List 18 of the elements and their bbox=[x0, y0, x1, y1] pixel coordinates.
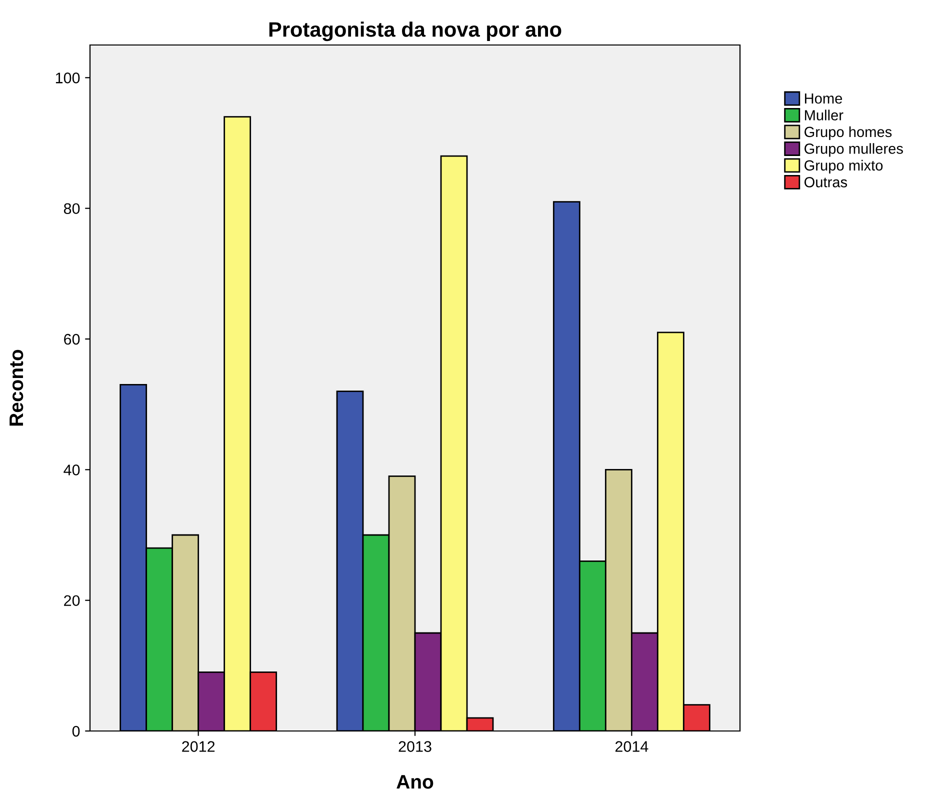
x-axis-title: Ano bbox=[396, 775, 434, 789]
y-tick-label: 40 bbox=[64, 464, 80, 476]
legend-label: Home bbox=[804, 93, 842, 104]
legend-label: Outras bbox=[804, 177, 848, 188]
y-tick-label: 100 bbox=[56, 72, 80, 84]
y-tick-label: 0 bbox=[72, 726, 80, 737]
x-tick-label: 2012 bbox=[182, 741, 215, 752]
y-tick-label: 80 bbox=[64, 203, 80, 214]
chart-title: Protagonista da nova por ano bbox=[269, 22, 562, 42]
y-tick-label: 20 bbox=[64, 595, 80, 606]
y-tick-label: 60 bbox=[64, 334, 80, 345]
x-tick-label: 2013 bbox=[398, 741, 432, 752]
legend-label: Muller bbox=[804, 110, 844, 120]
legend-label: Grupo mixto bbox=[804, 160, 883, 174]
x-tick-label: 2014 bbox=[615, 741, 648, 752]
y-axis-title: Reconto bbox=[10, 350, 24, 426]
legend-label: Grupo homes bbox=[804, 126, 892, 140]
legend-label: Grupo mulleres bbox=[804, 143, 903, 157]
